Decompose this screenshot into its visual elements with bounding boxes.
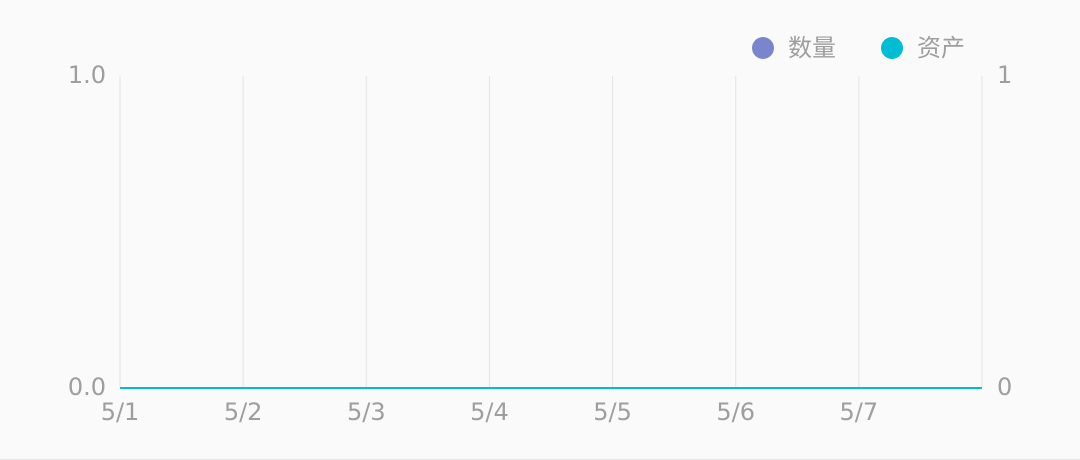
- legend-label: 资产: [917, 34, 965, 62]
- y-tick-label: 1.0: [68, 61, 106, 89]
- x-tick-label: 5/3: [347, 398, 386, 426]
- legend-swatch: [881, 37, 903, 59]
- legend-label: 数量: [788, 34, 836, 62]
- x-tick-label: 5/1: [101, 398, 140, 426]
- y-tick-label: 0.0: [68, 373, 106, 401]
- x-tick-label: 5/5: [593, 398, 632, 426]
- x-tick-label: 5/6: [716, 398, 755, 426]
- legend-swatch: [752, 37, 774, 59]
- y2-tick-label: 1: [997, 61, 1012, 89]
- x-tick-label: 5/7: [840, 398, 879, 426]
- y2-tick-label: 0: [997, 373, 1012, 401]
- x-tick-label: 5/2: [224, 398, 263, 426]
- x-tick-label: 5/4: [470, 398, 509, 426]
